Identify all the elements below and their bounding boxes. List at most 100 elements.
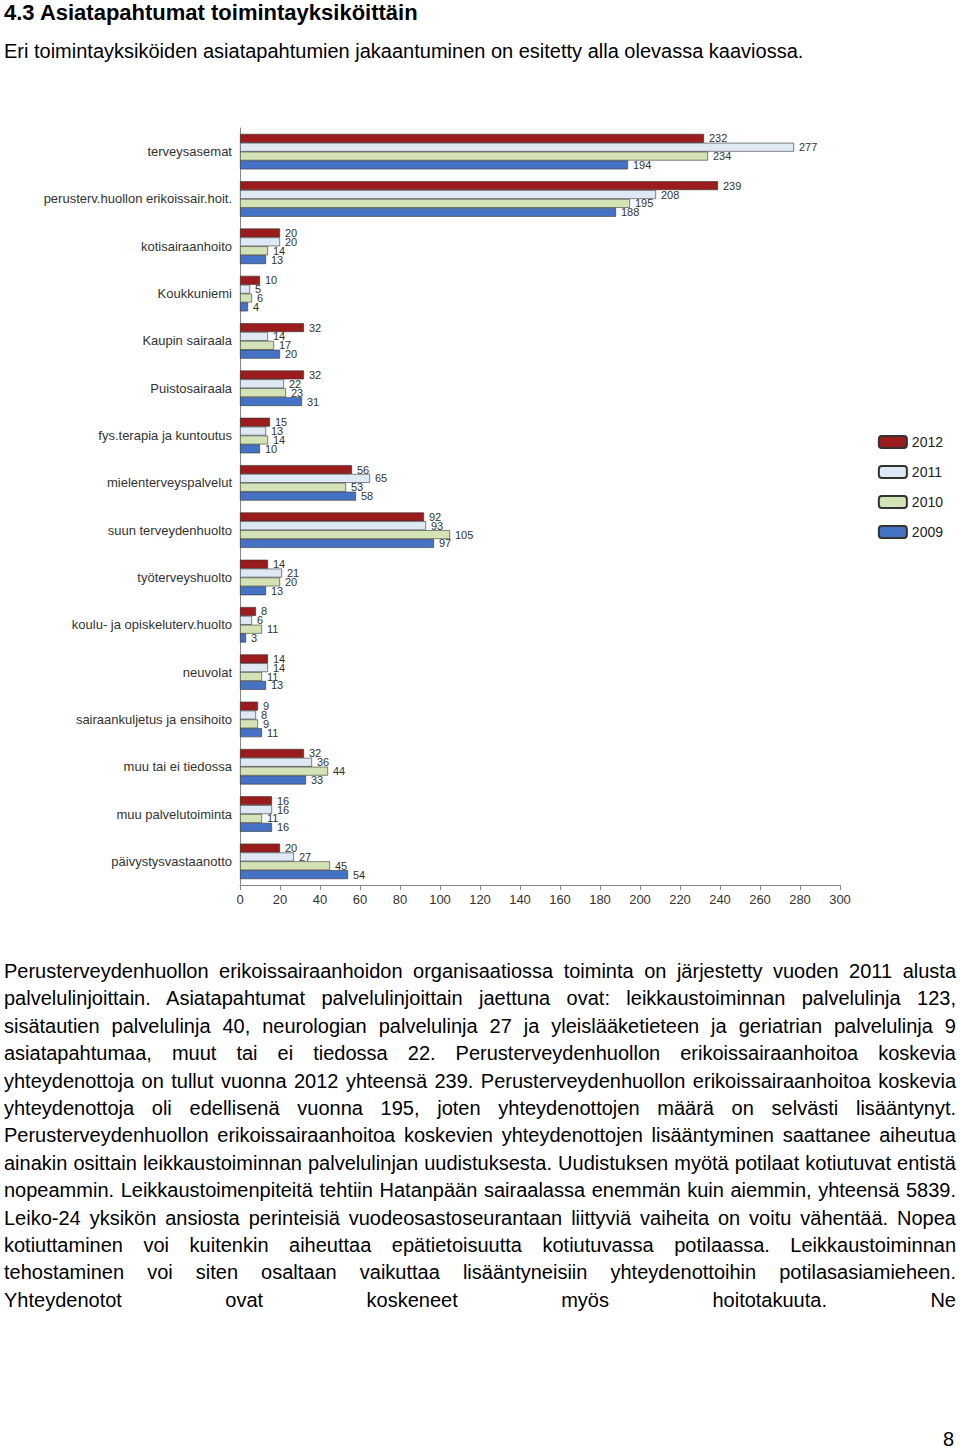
svg-text:13: 13 xyxy=(271,679,283,691)
svg-text:sairaankuljetus ja ensihoito: sairaankuljetus ja ensihoito xyxy=(76,712,232,727)
svg-text:23: 23 xyxy=(291,387,303,399)
svg-text:97: 97 xyxy=(439,537,451,549)
svg-text:13: 13 xyxy=(271,254,283,266)
svg-text:32: 32 xyxy=(309,747,322,760)
svg-text:56: 56 xyxy=(357,464,369,476)
svg-text:11: 11 xyxy=(267,812,279,825)
svg-text:11: 11 xyxy=(267,670,279,683)
svg-text:280: 280 xyxy=(789,892,811,907)
svg-text:21: 21 xyxy=(287,567,300,579)
svg-text:4: 4 xyxy=(253,301,259,313)
svg-text:195: 195 xyxy=(635,197,654,210)
svg-text:105: 105 xyxy=(455,529,473,541)
svg-text:32: 32 xyxy=(309,322,321,334)
svg-text:65: 65 xyxy=(375,472,387,484)
svg-text:2010: 2010 xyxy=(912,494,943,510)
svg-text:220: 220 xyxy=(669,892,691,907)
svg-text:240: 240 xyxy=(709,892,731,907)
svg-text:Puistosairaala: Puistosairaala xyxy=(150,381,232,396)
svg-text:160: 160 xyxy=(549,892,571,907)
svg-text:180: 180 xyxy=(589,892,611,907)
svg-text:20: 20 xyxy=(285,236,297,248)
svg-text:120: 120 xyxy=(469,892,491,907)
svg-text:8: 8 xyxy=(261,605,268,618)
svg-text:13: 13 xyxy=(271,425,284,438)
svg-text:140: 140 xyxy=(509,892,531,907)
svg-text:14: 14 xyxy=(273,558,285,570)
svg-text:11: 11 xyxy=(267,727,278,739)
svg-text:3: 3 xyxy=(251,632,257,644)
svg-text:mielenterveyspalvelut: mielenterveyspalvelut xyxy=(107,475,232,490)
svg-text:6: 6 xyxy=(257,614,263,626)
svg-text:14: 14 xyxy=(273,330,286,343)
svg-text:45: 45 xyxy=(335,860,347,872)
html-text:Eri toimintayksiköiden asiatap: Eri toimintayksiköiden asiatapahtumien j… xyxy=(4,40,804,62)
svg-text:232: 232 xyxy=(709,132,727,144)
svg-text:perusterv.huollon erikoissair.: perusterv.huollon erikoissair.hoit. xyxy=(44,191,232,206)
svg-text:188: 188 xyxy=(621,206,639,218)
svg-text:muu tai ei tiedossa: muu tai ei tiedossa xyxy=(124,759,233,774)
svg-text:300: 300 xyxy=(829,892,851,907)
svg-text:208: 208 xyxy=(661,189,679,201)
svg-text:10: 10 xyxy=(265,443,277,455)
svg-text:20: 20 xyxy=(285,842,297,854)
svg-text:14: 14 xyxy=(273,244,286,257)
svg-text:22: 22 xyxy=(289,377,302,390)
svg-text:54: 54 xyxy=(353,869,365,881)
svg-text:kotisairaanhoito: kotisairaanhoito xyxy=(141,239,232,254)
svg-text:60: 60 xyxy=(353,892,367,907)
svg-text:17: 17 xyxy=(279,339,292,352)
svg-text:53: 53 xyxy=(351,481,364,494)
svg-text:2011: 2011 xyxy=(912,464,942,480)
svg-text:16: 16 xyxy=(277,821,289,833)
svg-text:31: 31 xyxy=(307,396,319,408)
svg-text:80: 80 xyxy=(393,892,407,907)
svg-text:200: 200 xyxy=(629,892,651,907)
svg-text:20: 20 xyxy=(273,892,287,907)
svg-text:2009: 2009 xyxy=(912,524,943,540)
svg-text:20: 20 xyxy=(285,227,298,239)
svg-text:20: 20 xyxy=(285,576,297,588)
svg-text:10: 10 xyxy=(265,274,277,286)
svg-text:40: 40 xyxy=(313,892,327,907)
svg-text:93: 93 xyxy=(431,520,443,532)
html-text:4.3 Asiatapahtumat toimintayks: 4.3 Asiatapahtumat toimintayksiköittäin xyxy=(4,0,418,25)
svg-text:277: 277 xyxy=(799,141,817,153)
svg-text:260: 260 xyxy=(749,892,771,907)
svg-text:194: 194 xyxy=(633,159,651,171)
svg-text:0: 0 xyxy=(236,892,243,907)
svg-text:Koukkuniemi: Koukkuniemi xyxy=(158,286,233,301)
svg-text:14: 14 xyxy=(273,661,286,674)
html-text:8: 8 xyxy=(942,1428,954,1450)
svg-text:239: 239 xyxy=(723,180,741,192)
svg-text:44: 44 xyxy=(333,765,345,777)
svg-text:32: 32 xyxy=(309,369,321,381)
svg-text:33: 33 xyxy=(311,774,323,786)
svg-text:100: 100 xyxy=(429,892,451,907)
svg-text:Kaupin sairaala: Kaupin sairaala xyxy=(142,333,232,348)
svg-text:27: 27 xyxy=(299,851,311,863)
svg-text:58: 58 xyxy=(361,490,373,502)
svg-text:suun terveydenhuolto: suun terveydenhuolto xyxy=(108,523,232,538)
svg-text:14: 14 xyxy=(273,434,286,446)
svg-text:11: 11 xyxy=(267,623,278,635)
svg-text:13: 13 xyxy=(271,585,283,597)
svg-text:16: 16 xyxy=(277,794,290,807)
svg-text:2012: 2012 xyxy=(912,434,943,450)
svg-text:36: 36 xyxy=(317,756,329,768)
svg-text:14: 14 xyxy=(273,652,286,665)
svg-text:fys.terapia ja kuntoutus: fys.terapia ja kuntoutus xyxy=(98,428,232,443)
svg-text:työterveyshuolto: työterveyshuolto xyxy=(137,570,232,585)
svg-text:terveysasemat: terveysasemat xyxy=(147,144,232,159)
svg-text:16: 16 xyxy=(277,804,289,816)
svg-text:koulu- ja opiskeluterv.huolto: koulu- ja opiskeluterv.huolto xyxy=(72,617,232,632)
svg-text:92: 92 xyxy=(429,510,442,523)
html-text:Perusterveydenhuollon erikoiss: Perusterveydenhuollon erikoissairaanhoid… xyxy=(4,960,956,1311)
svg-text:neuvolat: neuvolat xyxy=(183,665,233,680)
svg-text:päivystysvastaanotto: päivystysvastaanotto xyxy=(111,854,232,869)
svg-text:234: 234 xyxy=(713,150,731,162)
svg-text:9: 9 xyxy=(263,700,270,713)
svg-text:15: 15 xyxy=(275,416,288,429)
svg-text:muu palvelutoiminta: muu palvelutoiminta xyxy=(116,807,232,822)
svg-text:20: 20 xyxy=(285,348,297,360)
